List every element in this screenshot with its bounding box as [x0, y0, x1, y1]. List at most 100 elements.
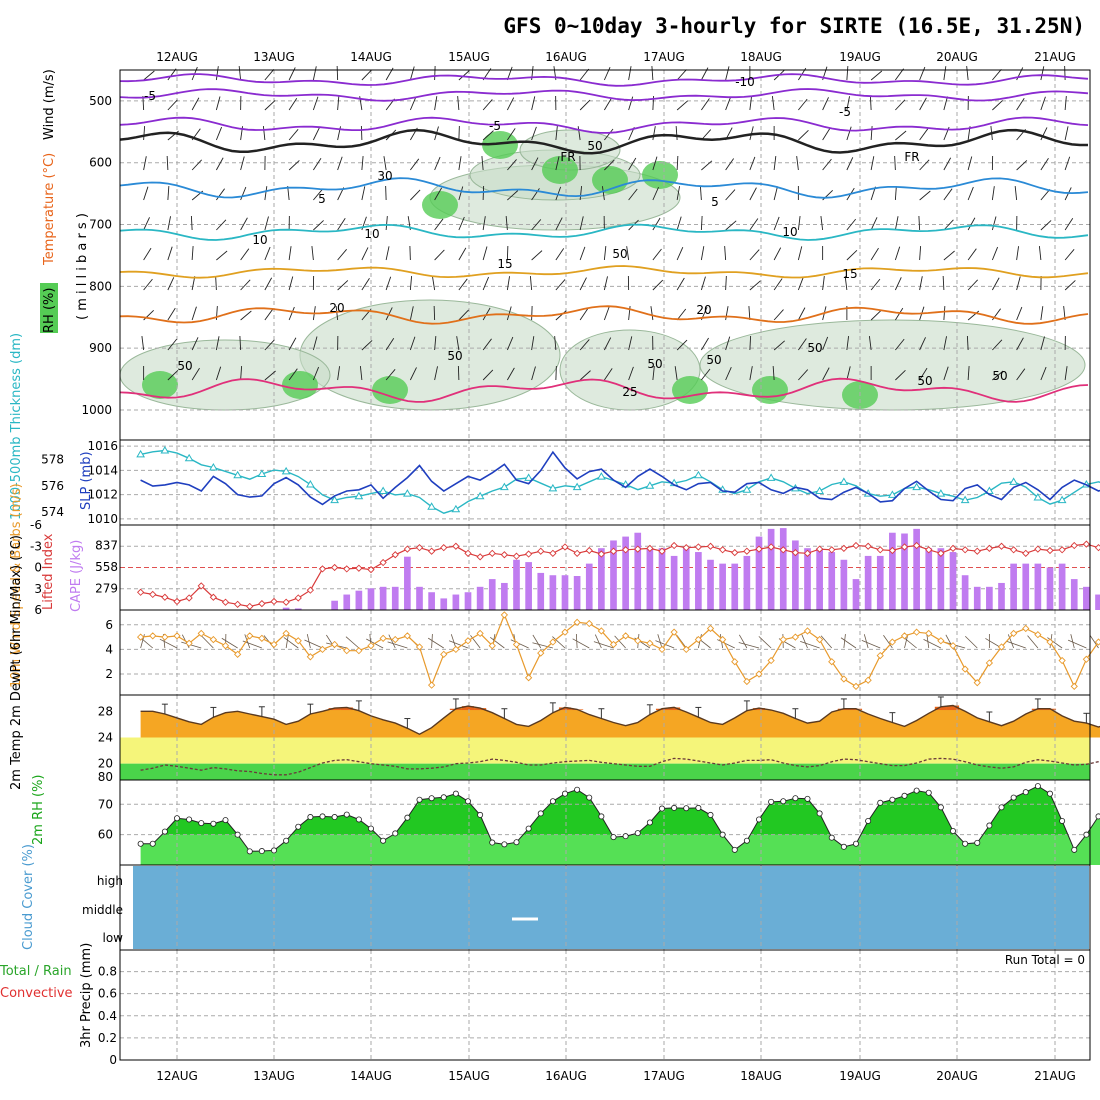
wind-barb	[529, 276, 533, 291]
surface-wind-barb	[427, 637, 444, 649]
wind-barb	[215, 275, 217, 291]
lifted-index-point	[161, 593, 169, 601]
contour-label: 20	[696, 303, 711, 317]
rh-point	[198, 820, 205, 827]
wind-barb	[943, 336, 947, 351]
lifted-index-point	[512, 552, 521, 560]
wind-barb	[992, 339, 1003, 351]
cape-bar	[476, 586, 484, 610]
temperature-contour	[119, 377, 1089, 403]
cape-bar	[755, 536, 763, 610]
wind-barb	[239, 335, 242, 351]
cape-bar	[682, 548, 690, 610]
date-label-bottom: 20AUG	[936, 1069, 978, 1083]
rh-high-area	[642, 161, 678, 189]
surface-wind-barb	[450, 634, 457, 649]
wind-barb	[919, 97, 927, 111]
wind-barb	[820, 216, 824, 231]
wind-barb	[628, 66, 632, 81]
rh-point	[428, 795, 435, 802]
rh-point	[877, 799, 884, 806]
cape-tick-label: 837	[95, 538, 118, 552]
rh-point	[464, 798, 471, 805]
lifted-index-point	[524, 550, 533, 558]
wind-barb	[699, 186, 702, 201]
wind-speed-point	[597, 627, 606, 635]
date-label-top: 21AUG	[1034, 50, 1076, 64]
wind-barb	[967, 156, 973, 171]
lifted-index-point	[330, 563, 339, 572]
wind-barb	[967, 217, 976, 231]
rh-point	[804, 795, 811, 802]
lifted-index-point	[658, 547, 666, 555]
wind-speed-point	[306, 653, 315, 661]
lifted-index-point	[973, 547, 981, 555]
wind-barb	[868, 336, 872, 351]
wind-barb	[361, 156, 364, 171]
lifted-index-point	[925, 546, 933, 554]
wind-barb	[652, 126, 656, 141]
wind-speed-point	[973, 679, 981, 687]
lifted-index-point	[403, 545, 412, 553]
wind-barb	[167, 68, 177, 81]
cape-bar	[658, 548, 666, 610]
wind-barb	[143, 217, 150, 231]
temperature-contour	[119, 128, 1088, 155]
wind-barb	[1040, 366, 1047, 381]
wind-barb	[264, 246, 271, 261]
wind-speed-point	[537, 649, 545, 657]
surface-wind-barb	[800, 641, 820, 649]
wind-barb	[143, 278, 153, 291]
lifted-index-point	[731, 548, 739, 557]
rh-point	[319, 813, 326, 820]
wind-barb	[264, 186, 268, 201]
wind-barb	[166, 155, 169, 171]
wind-barb	[701, 160, 713, 171]
wind-barb	[674, 366, 678, 381]
wind-speed-point	[197, 629, 205, 638]
wind-barb	[701, 98, 710, 111]
lifted-index-point	[391, 551, 399, 559]
rh-point	[549, 798, 556, 805]
thickness-point	[500, 482, 509, 491]
cape-bar	[537, 572, 545, 610]
surface-wind-barb	[863, 634, 869, 649]
thickness-point	[1033, 493, 1043, 501]
wind-barb	[992, 370, 1004, 381]
wind-speed-point	[403, 632, 412, 640]
wind-barb	[604, 368, 613, 381]
wind-speed-point	[682, 645, 690, 654]
wind-barb	[555, 279, 566, 291]
wind-barb	[312, 158, 322, 171]
wind-barb	[385, 246, 390, 261]
precip-tick-label: 0.4	[98, 1009, 117, 1023]
rh-point	[258, 848, 265, 855]
contour-label: 20	[329, 301, 344, 315]
contour-label: -10	[735, 75, 755, 89]
wind-speed-point	[670, 628, 678, 636]
wind-barb	[773, 186, 778, 201]
rh-contour-label: 50	[587, 139, 602, 153]
wind-speed-point	[294, 637, 302, 645]
lifted-index-point	[682, 544, 690, 552]
wind-speed-point	[852, 682, 860, 691]
wind-barb	[894, 246, 901, 261]
lifted-tick-label: 6	[34, 603, 42, 617]
rh-point	[780, 798, 787, 805]
wind-speed-point	[803, 627, 812, 635]
pressure-tick-label: 500	[89, 94, 112, 108]
wind-barb	[482, 99, 493, 111]
wind-barb	[846, 249, 858, 261]
rh-point	[792, 795, 799, 802]
date-label-bottom: 21AUG	[1034, 1069, 1076, 1083]
surface-wind-barb	[387, 641, 408, 649]
wind-speed-point	[997, 643, 1006, 651]
wind-barb	[870, 126, 873, 141]
wind-speed-point	[1058, 656, 1066, 665]
wind-speed-point	[282, 629, 290, 638]
rh-point	[1095, 813, 1100, 820]
wind-speed-point	[1034, 631, 1042, 639]
lifted-index-point	[888, 546, 897, 555]
wind-barb	[216, 250, 228, 261]
rh-contour-label: 30	[377, 169, 392, 183]
